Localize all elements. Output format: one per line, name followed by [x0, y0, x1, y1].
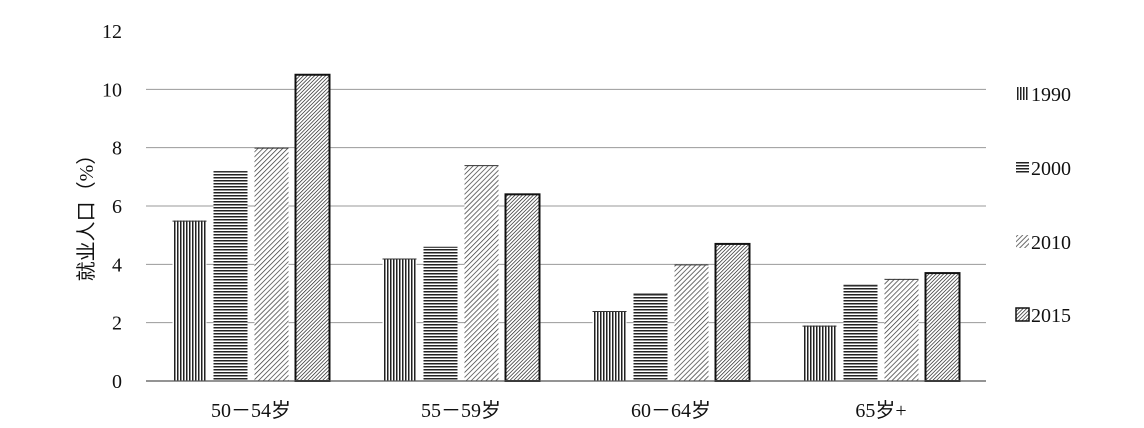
bar-1990-3 [592, 311, 627, 381]
legend-label-2015: 2015 [1031, 305, 1071, 327]
legend-swatch-1990 [1016, 87, 1029, 100]
bar-2000-4 [843, 284, 878, 381]
x-tick-label: 60－64岁 [631, 399, 711, 422]
bar-1990-4 [802, 325, 837, 381]
x-tick-label: 55－59岁 [421, 399, 501, 422]
bar-2015-3 [714, 242, 751, 382]
y-tick-label: 4 [112, 254, 122, 276]
y-tick-label: 2 [112, 313, 122, 335]
y-tick-label: 10 [102, 79, 122, 101]
bar-2010-3 [674, 264, 709, 381]
bar-1990-1 [172, 220, 207, 381]
legend-swatch-2000 [1016, 161, 1029, 174]
legend-label-2010: 2010 [1031, 232, 1071, 254]
legend-label-1990: 1990 [1031, 84, 1071, 106]
legend-swatch-2010 [1016, 235, 1029, 248]
legend-swatch-2015 [1015, 307, 1030, 322]
y-tick-label: 6 [112, 196, 122, 218]
y-tick-label: 12 [102, 21, 122, 43]
legend-label-2000: 2000 [1031, 158, 1071, 180]
bar-2000-3 [633, 293, 668, 381]
legend: 1990 2000 2010 2015 [1015, 84, 1071, 327]
x-axis-ticks: 50－54岁 55－59岁 60－64岁 65岁+ [211, 399, 907, 422]
x-tick-label: 65岁+ [855, 399, 906, 422]
bar-2000-1 [213, 171, 248, 381]
y-axis-label: 就业人口（%） [75, 145, 98, 282]
y-tick-label: 0 [112, 371, 122, 393]
bar-2015-2 [504, 193, 541, 382]
bar-2015-4 [924, 272, 961, 383]
bar-2010-1 [254, 147, 289, 381]
bar-2010-4 [884, 278, 919, 381]
bar-2010-2 [464, 165, 499, 381]
bar-1990-2 [382, 258, 417, 381]
y-tick-label: 8 [112, 138, 122, 160]
bar-2015-1 [294, 73, 331, 382]
bar-2000-2 [423, 246, 458, 381]
bars [172, 73, 961, 383]
y-axis-ticks: 0 2 4 6 8 10 12 [102, 21, 122, 393]
x-tick-label: 50－54岁 [211, 399, 291, 422]
